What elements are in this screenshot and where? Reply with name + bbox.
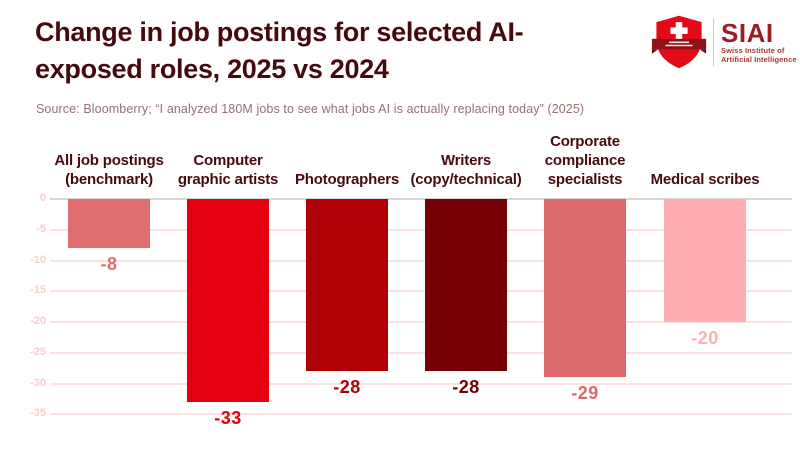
bar-photographers	[306, 199, 388, 372]
gridline--35	[50, 413, 792, 416]
value-label-photographers: -28	[333, 377, 361, 398]
bar-medical-scribes	[664, 199, 746, 322]
gridline--10	[50, 259, 792, 262]
bar-all-job-postings-benchmark	[68, 199, 150, 249]
logo-acronym: SIAI	[721, 17, 774, 48]
source-note: Source: Bloomberry; “I analyzed 180M job…	[36, 102, 585, 116]
gridline-0	[50, 198, 792, 200]
logo-text: SIAI Swiss Institute of Artificial Intel…	[721, 17, 797, 64]
category-label-all-job-postings-benchmark: All job postings (benchmark)	[54, 152, 164, 188]
value-label-all-job-postings-benchmark: -8	[100, 254, 118, 275]
bar-computer-graphic-artists	[187, 199, 269, 402]
logo-subtitle-line1: Swiss Institute of	[721, 45, 785, 55]
value-label-writers-copy-technical: -28	[452, 377, 480, 398]
gridline--5	[50, 228, 792, 231]
bar-writers-copy-technical	[425, 199, 507, 372]
gridline--25	[50, 351, 792, 354]
value-label-medical-scribes: -20	[691, 328, 719, 348]
logo-subtitle-line2: Artificial Intelligence	[721, 54, 797, 64]
siai-logo: SIAI Swiss Institute of Artificial Intel…	[650, 14, 797, 70]
category-label-writers-copy-technical: Writers (copy/technical)	[410, 152, 522, 188]
category-label-medical-scribes: Medical scribes	[650, 171, 760, 188]
y-tick-label: -5	[36, 222, 46, 235]
y-tick-label: -10	[30, 253, 46, 266]
logo-divider	[713, 18, 714, 66]
siai-shield-icon	[651, 15, 707, 69]
y-tick-label: -35	[30, 407, 46, 420]
gridline--15	[50, 290, 792, 293]
y-tick-label: -20	[30, 315, 46, 327]
y-tick-label: 0	[39, 192, 46, 204]
value-label-corporate-compliance-specialists: -29	[571, 383, 599, 404]
y-tick-label: -25	[30, 345, 46, 358]
category-label-computer-graphic-artists: Computer graphic artists	[177, 152, 279, 188]
category-label-photographers: Photographers	[294, 171, 400, 188]
page-title: Change in job postings for selected AI- …	[35, 17, 524, 84]
y-tick-label: -30	[30, 376, 46, 389]
category-label-corporate-compliance-specialists: Corporate compliance specialists	[544, 133, 626, 188]
value-label-computer-graphic-artists: -33	[214, 407, 242, 428]
y-tick-label: -15	[30, 284, 46, 297]
bar-corporate-compliance-specialists	[544, 199, 626, 378]
gridline--20	[50, 321, 792, 323]
gridline--30	[50, 382, 792, 385]
